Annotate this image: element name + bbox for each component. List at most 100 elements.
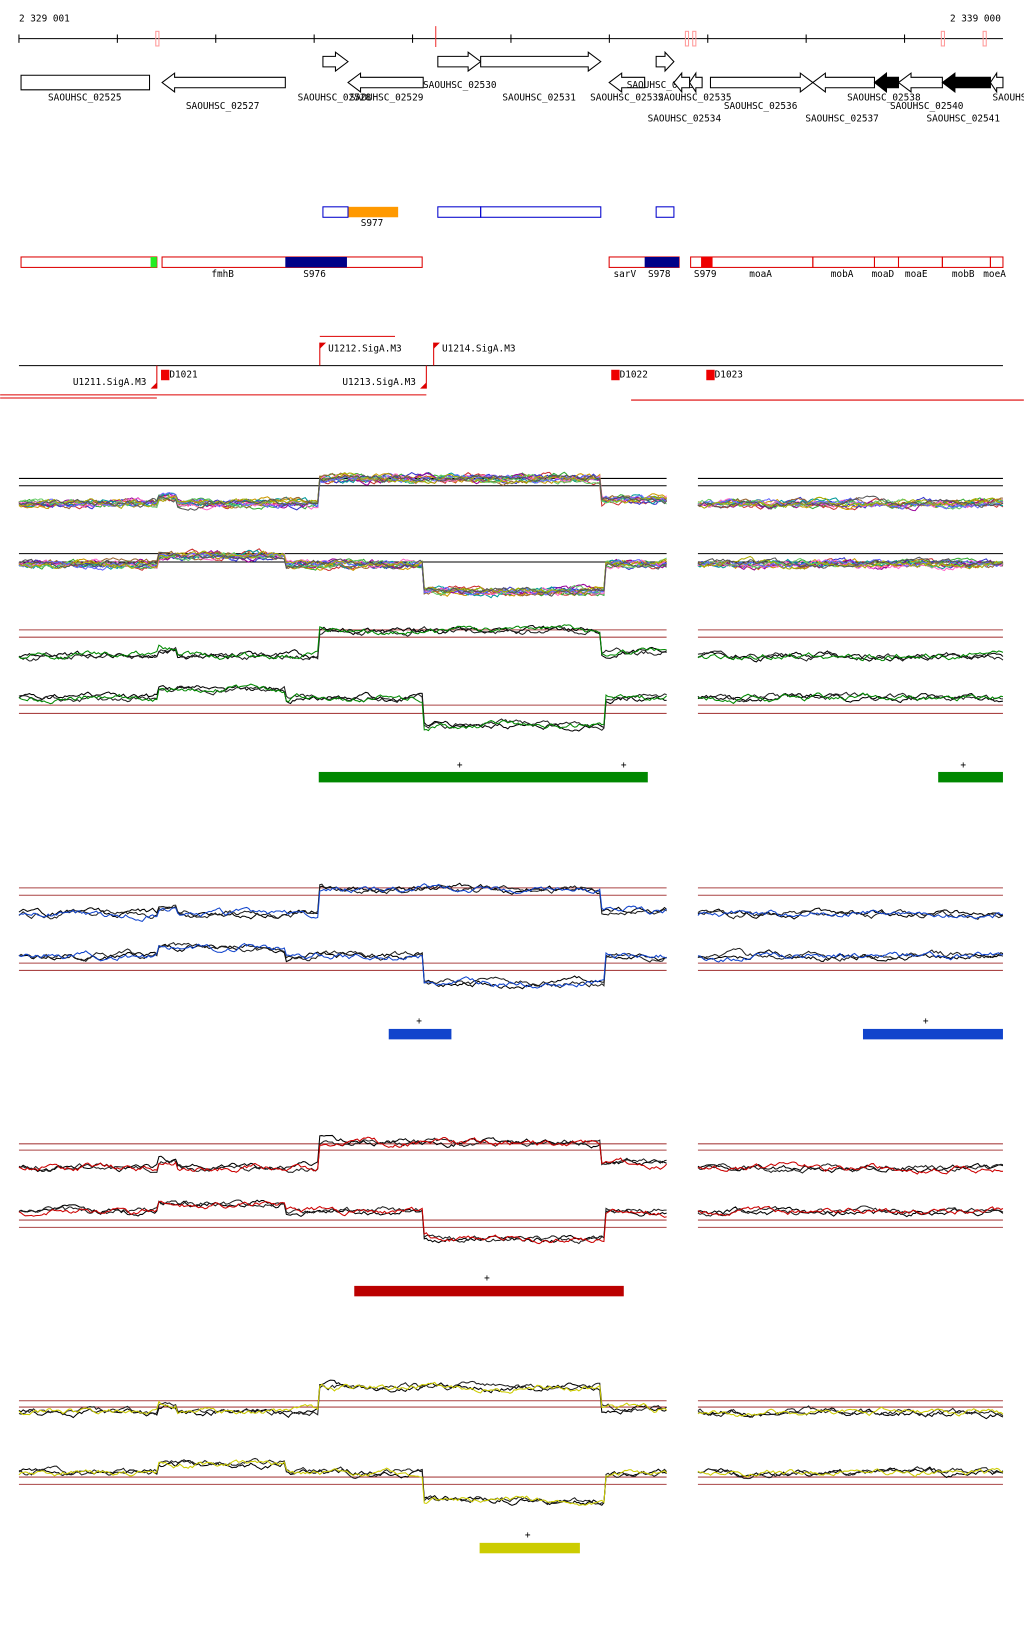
expression-trace bbox=[18, 1381, 667, 1416]
promoter-flag bbox=[420, 382, 427, 389]
feature-label: S976 bbox=[303, 269, 326, 280]
expression-trace bbox=[18, 1200, 667, 1245]
gene-arrow bbox=[709, 72, 814, 93]
expression-trace bbox=[697, 1467, 1004, 1478]
gene-arrow bbox=[20, 74, 151, 91]
feature-box bbox=[989, 256, 1004, 268]
gene-label: SAOUHSC_02533 bbox=[627, 80, 701, 91]
expression-trace bbox=[697, 498, 1004, 510]
feature-box bbox=[480, 206, 602, 218]
expression-trace bbox=[697, 1405, 1004, 1419]
feature-box bbox=[897, 256, 943, 268]
expression-trace bbox=[697, 650, 1004, 662]
segment-bar bbox=[862, 1028, 1003, 1040]
gene-arrow bbox=[608, 72, 646, 93]
gene-label: SAOUHSC_02530 bbox=[423, 80, 497, 91]
terminator-label: D1023 bbox=[715, 370, 743, 381]
segment-bar bbox=[479, 1542, 580, 1554]
expression-trace bbox=[697, 558, 1004, 569]
gene-arrow bbox=[161, 72, 286, 93]
expression-trace bbox=[18, 1199, 667, 1244]
promoter-flag bbox=[319, 342, 327, 349]
expression-trace bbox=[18, 624, 667, 661]
ruler-marker bbox=[684, 30, 690, 47]
feature-label: mobA bbox=[831, 269, 854, 280]
ruler-marker bbox=[982, 30, 987, 47]
gene-arrow bbox=[673, 71, 691, 94]
expression-trace bbox=[697, 951, 1004, 963]
feature-box bbox=[655, 206, 675, 218]
expression-trace bbox=[697, 1161, 1003, 1175]
expression-trace bbox=[18, 942, 667, 989]
expression-trace bbox=[697, 495, 1004, 510]
expression-trace bbox=[697, 650, 1004, 662]
expression-trace bbox=[18, 1136, 667, 1173]
expression-trace bbox=[18, 1457, 667, 1506]
ruler-marker bbox=[940, 30, 945, 47]
gene-arrow bbox=[655, 50, 675, 73]
expression-trace bbox=[18, 473, 667, 509]
promoter-label: U1212.SigA.M3 bbox=[328, 343, 402, 354]
feature-label: moaD bbox=[872, 269, 895, 280]
expression-trace bbox=[697, 692, 1004, 705]
expression-trace bbox=[697, 497, 1004, 510]
expression-trace bbox=[18, 474, 667, 510]
terminator bbox=[161, 369, 170, 381]
feature-box bbox=[437, 206, 482, 218]
gene-arrow bbox=[989, 71, 1004, 94]
expression-trace bbox=[697, 1407, 1004, 1420]
gene-label: SAOUHSC_02541 bbox=[927, 114, 1001, 125]
expression-trace bbox=[697, 909, 1004, 920]
gene-label: SAOUHSC_02535 bbox=[658, 93, 732, 104]
gene-arrow bbox=[873, 72, 900, 93]
gene-label: SAOUHSC_02537 bbox=[805, 114, 879, 125]
ruler-marker bbox=[155, 30, 160, 47]
feature-label: mobB bbox=[952, 269, 975, 280]
terminator-label: D1022 bbox=[620, 370, 648, 381]
expression-trace bbox=[18, 474, 667, 511]
gene-arrow bbox=[322, 51, 349, 73]
expression-trace bbox=[18, 683, 667, 732]
expression-trace bbox=[697, 1205, 1004, 1217]
feature-box bbox=[150, 256, 157, 268]
feature-box bbox=[873, 256, 900, 268]
expression-trace bbox=[18, 1379, 667, 1419]
segment-bar bbox=[354, 1285, 624, 1297]
expression-trace bbox=[18, 551, 667, 597]
promoter-label: U1214.SigA.M3 bbox=[442, 343, 516, 354]
feature-label: S978 bbox=[648, 269, 671, 280]
gene-label: SAOUHSC_02538 bbox=[847, 93, 921, 104]
ruler-marker bbox=[692, 30, 697, 47]
feature-label: S977 bbox=[361, 218, 384, 229]
feature-box bbox=[701, 256, 713, 268]
expression-trace bbox=[697, 556, 1004, 569]
feature-label: sarV bbox=[614, 269, 637, 280]
expression-trace bbox=[18, 883, 667, 920]
feature-box bbox=[20, 256, 158, 268]
gene-label: SAOUHSC_0254 bbox=[993, 93, 1024, 104]
feature-label: fmhB bbox=[211, 269, 234, 280]
terminator bbox=[706, 369, 715, 381]
strand-mark: + bbox=[621, 760, 627, 771]
gene-label: SAOUHSC_02536 bbox=[724, 101, 798, 112]
expression-trace bbox=[697, 555, 1004, 570]
expression-trace bbox=[697, 496, 1004, 509]
gene-label: SAOUHSC_02540 bbox=[890, 101, 964, 112]
segment-bar bbox=[388, 1028, 452, 1040]
terminator bbox=[611, 369, 620, 381]
strand-mark: + bbox=[484, 1273, 490, 1284]
expression-trace bbox=[18, 1459, 667, 1506]
feature-label: moaA bbox=[749, 269, 772, 280]
strand-mark: + bbox=[525, 1530, 531, 1541]
feature-box bbox=[941, 256, 991, 268]
expression-trace bbox=[18, 943, 667, 990]
feature-box bbox=[285, 256, 347, 268]
gene-arrow bbox=[811, 72, 875, 93]
gene-arrow bbox=[347, 72, 424, 93]
gene-arrow bbox=[437, 51, 482, 73]
promoter-label: U1211.SigA.M3 bbox=[73, 377, 147, 388]
terminator-label: D1021 bbox=[169, 370, 198, 381]
expression-trace bbox=[697, 497, 1003, 509]
